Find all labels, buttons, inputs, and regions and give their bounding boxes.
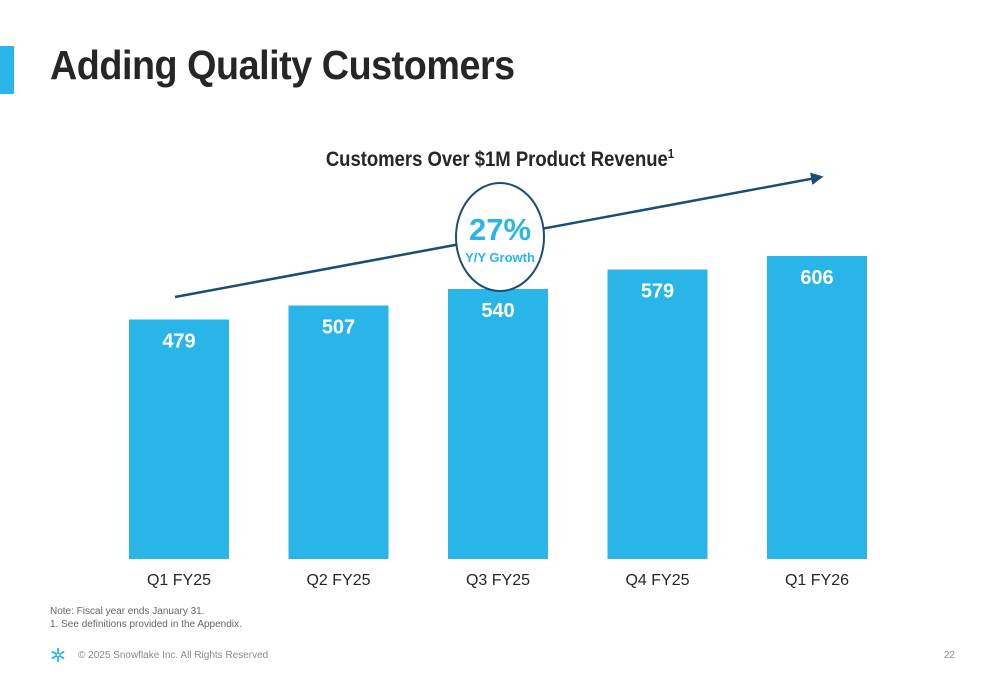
chart-title-text: Customers Over $1M Product Revenue [325, 148, 668, 171]
growth-callout-circle [455, 182, 545, 292]
copyright-text: © 2025 Snowflake Inc. All Rights Reserve… [78, 649, 269, 661]
bar-q1-fy26 [767, 256, 867, 559]
fiscal-year-note: Note: Fiscal year ends January 31. [50, 606, 205, 617]
footer: © 2025 Snowflake Inc. All Rights Reserve… [50, 645, 955, 665]
bar-chart: 479 Q1 FY25 507 Q2 FY25 540 Q3 FY25 579 Q4 FY25… [129, 172, 867, 589]
bar-q3-fy25 [448, 289, 548, 559]
bar-q2-fy25 [288, 305, 389, 559]
x-tick-label: Q4 FY25 [625, 572, 689, 589]
chart-title: Customers Over $1M Product Revenue1 [60, 146, 940, 172]
page-number: 22 [943, 649, 955, 661]
growth-label: Y/Y Growth [465, 250, 535, 265]
data-label: 540 [481, 300, 514, 322]
x-tick-label: Q1 FY25 [147, 572, 211, 589]
data-label: 479 [162, 331, 195, 353]
footnotes: Note: Fiscal year ends January 31. 1. Se… [50, 605, 242, 631]
chart-title-footnote-marker: 1 [667, 146, 675, 161]
growth-value: 27% [469, 212, 531, 247]
appendix-note: 1. See definitions provided in the Appen… [50, 619, 242, 630]
snowflake-logo-icon [51, 647, 65, 663]
x-tick-label: Q1 FY26 [785, 572, 849, 589]
bar-q4-fy25 [607, 269, 708, 559]
data-label: 579 [641, 281, 674, 303]
data-label: 606 [800, 267, 833, 289]
title-accent-bar [0, 46, 14, 94]
x-tick-label: Q3 FY25 [466, 572, 530, 589]
bar-q1-fy25 [129, 319, 229, 559]
x-tick-label: Q2 FY25 [306, 572, 370, 589]
data-label: 507 [322, 317, 355, 339]
page-title: Adding Quality Customers [50, 42, 515, 88]
